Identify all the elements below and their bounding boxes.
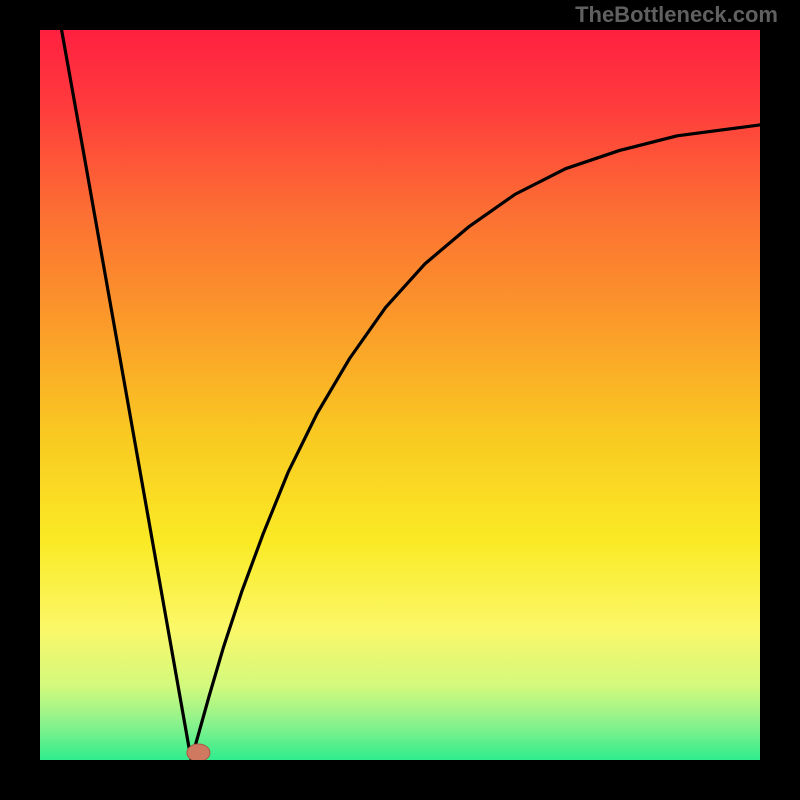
plot-area [40, 30, 760, 760]
optimal-point-marker [187, 744, 210, 760]
bottleneck-curve [62, 30, 760, 760]
source-watermark: TheBottleneck.com [575, 2, 778, 28]
curve-layer [40, 30, 760, 760]
chart-root: TheBottleneck.com [0, 0, 800, 800]
